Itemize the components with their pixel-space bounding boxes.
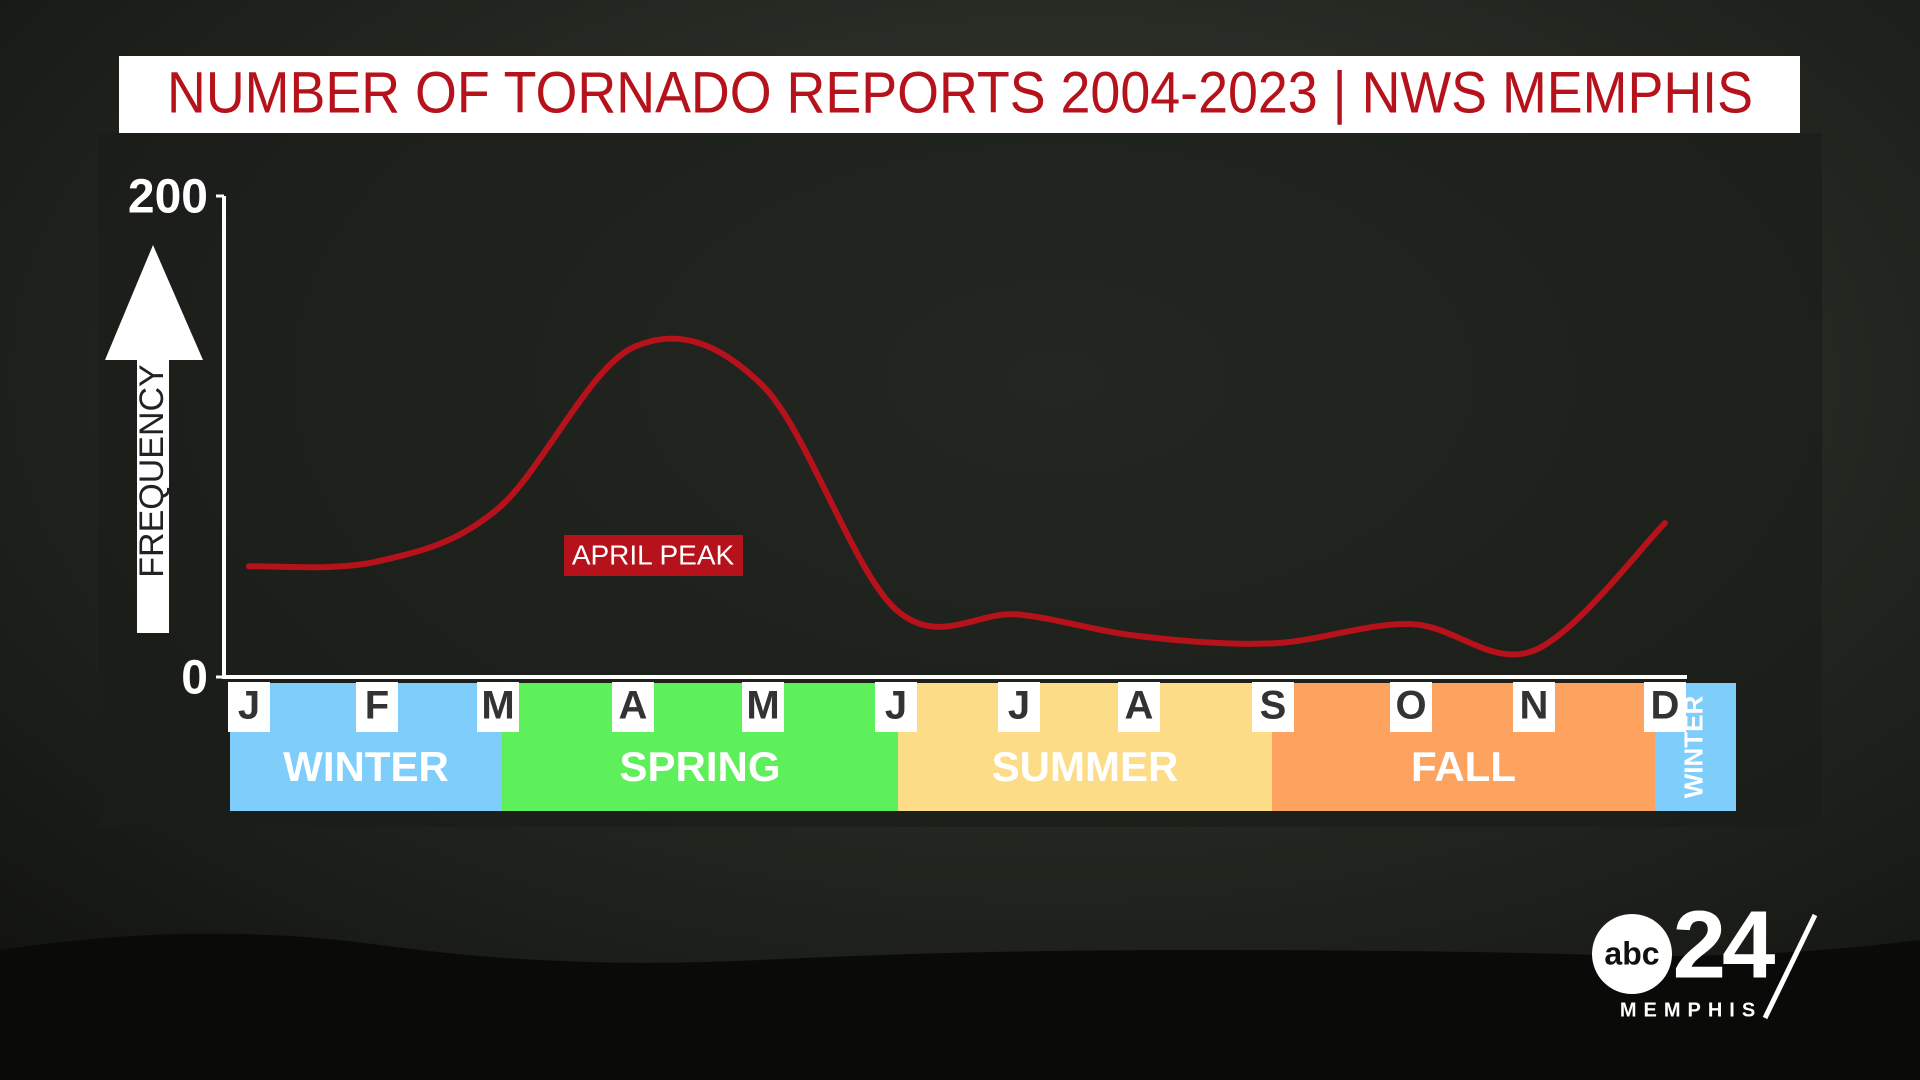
y-tick-label: 200 xyxy=(128,171,208,224)
month-box xyxy=(1513,682,1555,732)
x-tick-label: J xyxy=(238,684,260,728)
month-box xyxy=(612,682,654,732)
arrow-head xyxy=(105,245,203,360)
season-label: FALL xyxy=(1411,743,1516,790)
month-box xyxy=(356,682,398,732)
month-box xyxy=(228,682,270,732)
x-tick-label: A xyxy=(619,684,648,728)
y-ticks: 0 200 xyxy=(128,171,224,705)
logo-city: MEMPHIS xyxy=(1620,999,1762,1021)
hills xyxy=(0,933,1920,1080)
plot xyxy=(246,335,1668,658)
logo-channel: 24 xyxy=(1673,891,1775,998)
x-tick-label: J xyxy=(1008,684,1030,728)
logo-circle xyxy=(1592,914,1672,994)
x-tick-label: N xyxy=(1520,684,1549,728)
month-box xyxy=(875,682,917,732)
month-box xyxy=(742,682,784,732)
season-band xyxy=(1272,683,1655,811)
season-label: SPRING xyxy=(619,743,780,790)
arrow-shaft xyxy=(137,357,169,633)
x-tick-label: F xyxy=(365,684,389,728)
logo-slash xyxy=(1762,913,1818,1020)
title-box xyxy=(119,56,1800,133)
annotation: APRIL PEAK xyxy=(572,539,735,570)
y-axis-label: FREQUENCY xyxy=(133,364,171,577)
x-tick-label: M xyxy=(481,684,514,728)
season-label: WINTER xyxy=(283,743,449,790)
data-line xyxy=(246,335,1668,658)
season-band xyxy=(898,683,1272,811)
month-box xyxy=(477,682,519,732)
month-box xyxy=(998,682,1040,732)
month-box xyxy=(1644,682,1686,732)
x-tick-label: O xyxy=(1395,684,1426,728)
y-tick-label: 0 xyxy=(181,652,208,705)
season-bands: WINTER SPRING SUMMER FALL WINTER xyxy=(230,683,1736,811)
x-tick-label: S xyxy=(1260,684,1287,728)
x-tick-label: A xyxy=(1125,684,1154,728)
logo-network: abc xyxy=(1604,935,1659,971)
month-box xyxy=(1252,682,1294,732)
x-tick-label: J xyxy=(885,684,907,728)
x-tick-label: D xyxy=(1651,684,1680,728)
month-box xyxy=(1118,682,1160,732)
season-label: SUMMER xyxy=(992,743,1179,790)
annotation-box xyxy=(564,535,743,576)
x-tick-label: M xyxy=(746,684,779,728)
chart-title: NUMBER OF TORNADO REPORTS 2004-2023 | NW… xyxy=(167,60,1753,125)
season-band xyxy=(502,683,898,811)
month-box xyxy=(1390,682,1432,732)
